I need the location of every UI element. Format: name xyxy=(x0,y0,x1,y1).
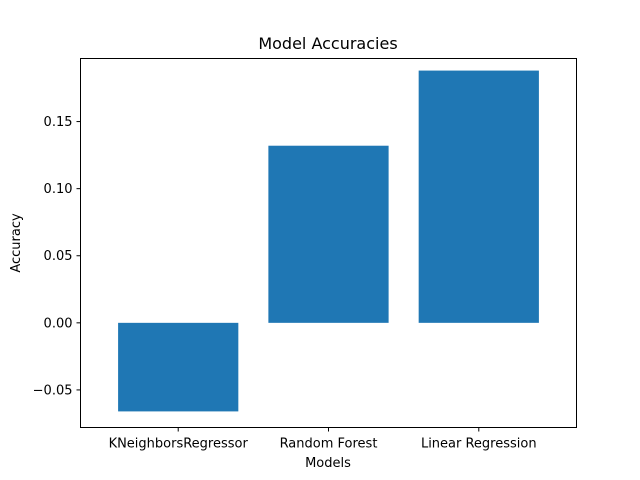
chart-title: Model Accuracies xyxy=(258,34,397,53)
y-tick-label: −0.05 xyxy=(33,383,73,398)
y-tick-label: 0.15 xyxy=(44,115,73,130)
bar-kneighborsregressor xyxy=(118,322,239,412)
x-axis-title: Models xyxy=(305,456,351,471)
x-axis: KNeighborsRegressor Random Forest Linear R… xyxy=(109,427,537,452)
y-tick-label: 0.10 xyxy=(44,182,73,197)
y-axis-title: Accuracy xyxy=(9,213,24,273)
plot-frame xyxy=(80,58,577,428)
y-tick-label: 0.00 xyxy=(44,316,73,331)
x-tick-label: Random Forest xyxy=(280,437,378,452)
y-tick-label: 0.05 xyxy=(44,249,73,264)
y-axis: −0.05 0.00 0.05 0.10 0.15 xyxy=(33,115,81,398)
bar-random-forest xyxy=(268,145,389,323)
x-tick-label: Linear Regression xyxy=(421,437,537,452)
x-tick-label: KNeighborsRegressor xyxy=(109,437,249,452)
bars-group xyxy=(118,70,539,412)
bar-linear-regression xyxy=(418,70,539,323)
